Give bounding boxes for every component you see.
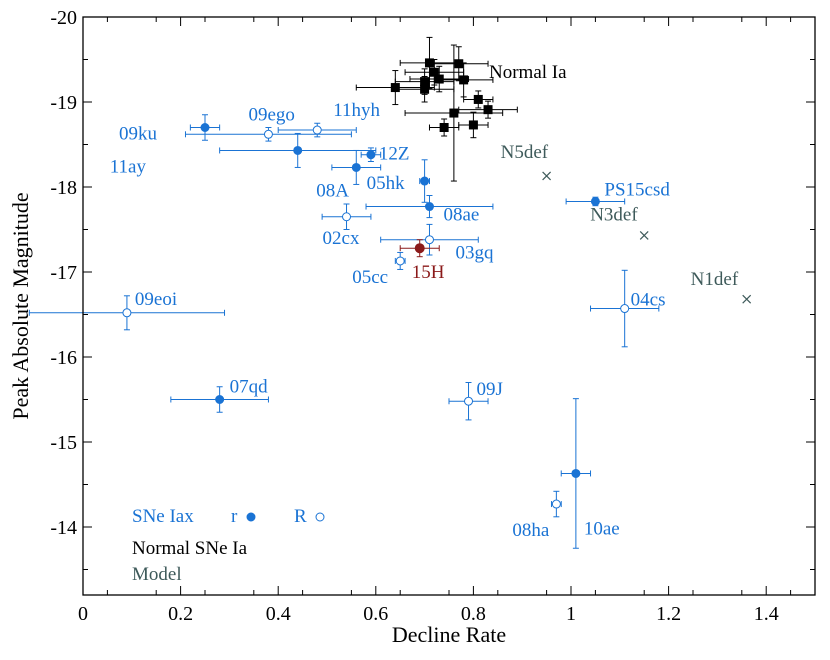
- point-label-10ae: 10ae: [584, 518, 620, 539]
- data-point-04cs: [620, 304, 630, 314]
- y-tick-label: -15: [50, 432, 77, 454]
- point-label-11ay: 11ay: [110, 156, 147, 177]
- point-label-05cc: 05cc: [352, 267, 388, 288]
- normal-ia-point: [454, 59, 464, 69]
- normal-ia-point: [483, 105, 493, 115]
- data-point-03gq: [424, 235, 434, 245]
- point-label-09ku: 09ku: [119, 124, 158, 145]
- point-label-03gq: 03gq: [455, 243, 494, 264]
- legend-r-label: r: [231, 506, 238, 527]
- x-tick-label: 1.2: [656, 603, 681, 625]
- data-point-02cx: [342, 212, 352, 222]
- point-label-11hyh: 11hyh: [333, 100, 380, 121]
- y-tick-label: -14: [50, 517, 77, 539]
- point-label-08A: 08A: [316, 180, 349, 201]
- model-label-N3def: N3def: [590, 204, 638, 225]
- point-label-07qd: 07qd: [230, 377, 269, 398]
- normal-ia-point: [390, 83, 400, 93]
- data-point-07qd: [215, 395, 225, 404]
- normal-ia-point: [429, 67, 439, 77]
- model-label-N1def: N1def: [691, 269, 739, 290]
- normal-ia-point: [424, 58, 434, 68]
- data-point-10ae: [571, 468, 581, 478]
- point-label-PS15csd: PS15csd: [604, 179, 670, 200]
- normal-ia-point: [468, 120, 478, 130]
- point-label-02cx: 02cx: [323, 228, 360, 249]
- data-point-09eoi: [122, 308, 132, 318]
- point-label-04cs: 04cs: [631, 290, 666, 311]
- normal-ia-point: [449, 108, 459, 118]
- point-label-08ha: 08ha: [512, 520, 550, 541]
- x-tick-label: 0.8: [461, 603, 486, 625]
- legend-iax-label: SNe Iax: [132, 506, 194, 527]
- point-label-09J: 09J: [477, 379, 503, 400]
- model-label-N5def: N5def: [501, 142, 549, 163]
- legend-R-label: R: [294, 506, 307, 527]
- data-point-09J: [464, 396, 474, 406]
- y-tick-label: -20: [50, 7, 77, 29]
- legend-r-marker: [246, 512, 256, 522]
- legend: SNe Iax r R Normal SNe Ia Model: [132, 506, 325, 585]
- legend-model-label: Model: [132, 564, 182, 585]
- normal-ia-point: [459, 75, 469, 85]
- y-tick-label: -16: [50, 347, 77, 369]
- point-label-15H: 15H: [412, 262, 445, 283]
- x-tick-label: 0: [78, 603, 88, 625]
- data-point-05hk: [420, 176, 430, 186]
- model-point-N1def: [742, 294, 752, 304]
- normal-ia-point: [420, 77, 430, 87]
- x-tick-label: 0.2: [168, 603, 193, 625]
- data-point-09ku: [200, 123, 210, 132]
- x-tick-label: 0.6: [363, 603, 388, 625]
- point-label-09eoi: 09eoi: [135, 289, 177, 310]
- y-tick-label: -18: [50, 177, 77, 199]
- x-tick-label: 0.4: [266, 603, 291, 625]
- model-point-N3def: [639, 231, 649, 240]
- data-point-15H: [414, 243, 425, 254]
- data-point-08A: [351, 162, 361, 172]
- model-point-N5def: [542, 171, 552, 181]
- normal-ia-point: [439, 123, 449, 132]
- normal-ia-point: [434, 74, 444, 84]
- data-point-09ego: [263, 129, 273, 139]
- legend-normal-label: Normal SNe Ia: [132, 538, 248, 559]
- y-axis-label: Peak Absolute Magnitude: [8, 192, 33, 419]
- data-point-08ha: [551, 499, 561, 509]
- x-tick-label: 1.4: [754, 603, 779, 625]
- x-tick-label: 1: [566, 603, 576, 625]
- normal-ia-annotation: Normal Ia: [489, 62, 567, 83]
- data-point-12Z: [366, 150, 376, 160]
- point-label-12Z: 12Z: [379, 144, 410, 165]
- data-point-05cc: [395, 256, 405, 266]
- data-point-PS15csd: [590, 196, 600, 206]
- normal-ia-point: [473, 94, 483, 104]
- data-point-08ae: [424, 202, 434, 212]
- point-label-09ego: 09ego: [248, 104, 294, 125]
- normal-ia-point: [420, 84, 430, 94]
- point-label-08ae: 08ae: [443, 205, 479, 226]
- x-axis-label: Decline Rate: [392, 622, 506, 647]
- point-label-05hk: 05hk: [367, 173, 406, 194]
- y-tick-label: -17: [50, 262, 77, 284]
- data-point-11ay: [293, 145, 303, 155]
- data-point-11hyh: [312, 125, 322, 135]
- y-tick-label: -19: [50, 92, 77, 114]
- legend-R-marker: [315, 512, 325, 522]
